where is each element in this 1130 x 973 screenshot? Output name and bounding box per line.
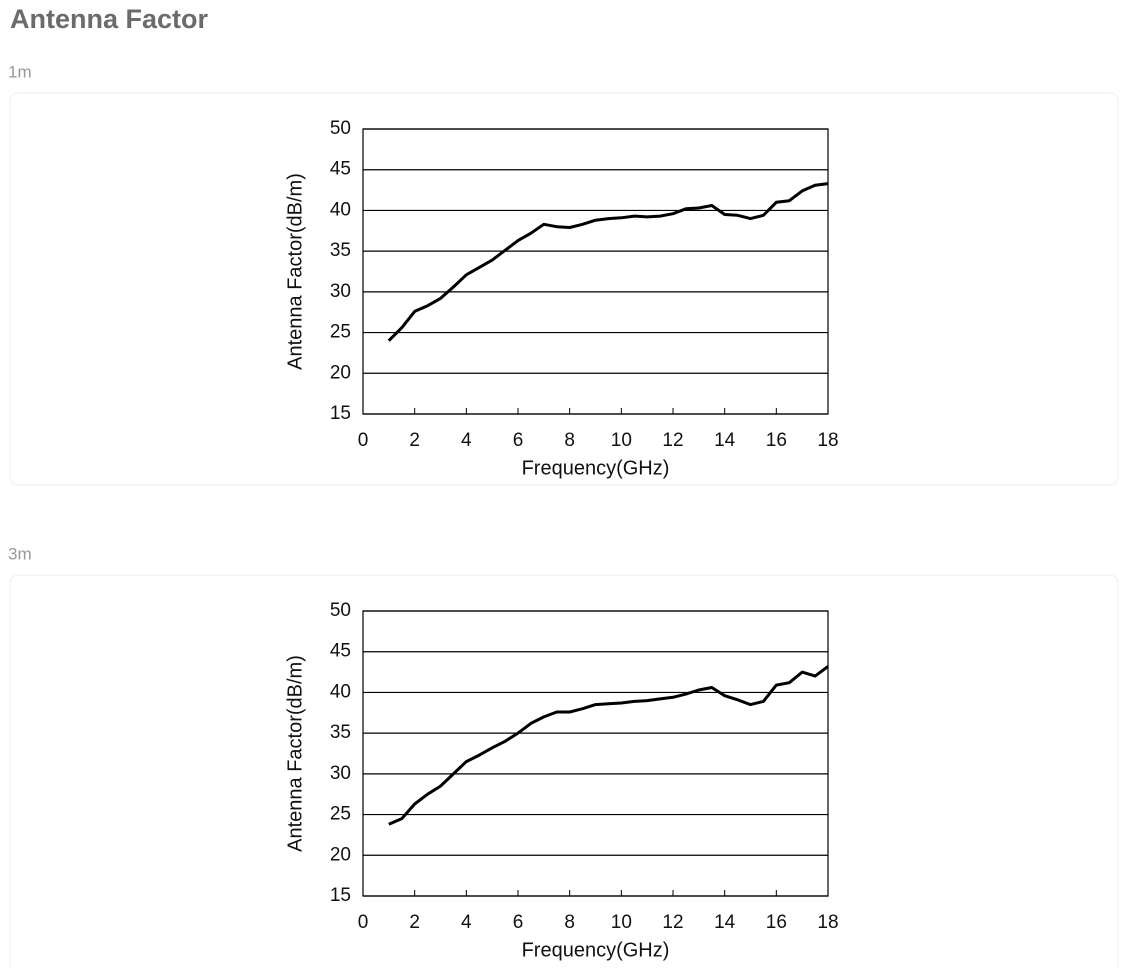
x-tick-label: 4 (461, 912, 472, 933)
y-tick-label: 20 (330, 844, 351, 865)
x-tick-label: 6 (513, 430, 524, 451)
y-tick-label: 25 (330, 804, 351, 825)
y-tick-label: 35 (330, 722, 351, 743)
data-line (388, 665, 829, 826)
y-tick-label: 30 (330, 281, 351, 302)
x-tick-label: 2 (409, 912, 420, 933)
section-label: 3m (8, 544, 32, 563)
x-tick-label: 12 (662, 912, 683, 933)
card (9, 92, 1119, 486)
y-tick-label: 25 (330, 322, 351, 343)
y-tick-label: 50 (330, 118, 351, 139)
x-tick-label: 18 (817, 430, 838, 451)
y-tick-label: 50 (330, 600, 351, 621)
data-line (387, 182, 829, 342)
card (9, 574, 1119, 973)
y-tick-label: 15 (330, 885, 351, 906)
x-axis-label: Frequency(GHz) (522, 457, 670, 479)
y-axis-label: Antenna Factor(dB/m) (284, 655, 306, 852)
x-tick-label: 16 (766, 430, 787, 451)
y-tick-label: 15 (330, 403, 351, 424)
x-tick-label: 0 (358, 912, 369, 933)
x-tick-label: 8 (564, 430, 575, 451)
x-tick-label: 16 (766, 912, 787, 933)
y-tick-label: 40 (330, 681, 351, 702)
y-tick-label: 45 (330, 159, 351, 180)
x-tick-label: 14 (714, 430, 736, 451)
plot-frame (362, 610, 829, 897)
x-tick-label: 8 (564, 912, 575, 933)
x-tick-label: 14 (714, 912, 736, 933)
y-tick-label: 20 (330, 362, 351, 383)
x-tick-label: 0 (358, 430, 369, 451)
plot-frame (362, 128, 829, 415)
section-label: 1m (8, 62, 32, 81)
y-tick-label: 35 (330, 240, 351, 261)
x-axis-label: Frequency(GHz) (522, 939, 670, 961)
page-title: Antenna Factor (10, 4, 209, 34)
x-tick-label: 10 (611, 912, 632, 933)
x-tick-label: 2 (409, 430, 420, 451)
y-tick-label: 40 (330, 199, 351, 220)
y-axis-label: Antenna Factor(dB/m) (284, 173, 306, 370)
x-tick-label: 10 (611, 430, 632, 451)
y-tick-label: 30 (330, 763, 351, 784)
x-tick-label: 4 (461, 430, 472, 451)
x-tick-label: 6 (513, 912, 524, 933)
x-tick-label: 12 (662, 430, 683, 451)
y-tick-label: 45 (330, 641, 351, 662)
x-tick-label: 18 (817, 912, 838, 933)
